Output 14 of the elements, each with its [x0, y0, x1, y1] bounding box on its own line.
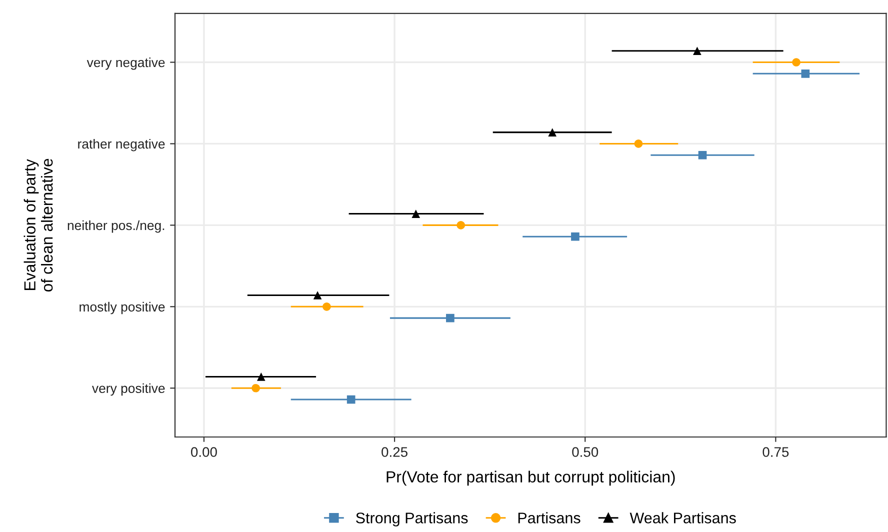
- y-tick-label: neither pos./neg.: [68, 220, 164, 233]
- legend-label: Partisans: [518, 512, 580, 524]
- y-tick-label: rather negative: [78, 138, 165, 152]
- legend-label: Weak Partisans: [630, 512, 736, 524]
- y-tick-label: very negative: [86, 57, 165, 70]
- y-tick-label: very positive: [92, 383, 165, 396]
- x-tick-label: 0.50: [572, 447, 598, 457]
- y-axis-title: Evaluation of party of clean alternative: [24, 158, 53, 292]
- x-tick-label: 0.75: [762, 447, 789, 457]
- y-tick-label: mostly positive: [80, 302, 165, 314]
- legend-label: Strong Partisans: [356, 512, 468, 526]
- x-tick-label: 0.25: [382, 447, 408, 457]
- x-axis-title: Pr(Vote for partisan but corrupt politician): [386, 470, 675, 486]
- x-tick-label: 0.00: [190, 447, 217, 457]
